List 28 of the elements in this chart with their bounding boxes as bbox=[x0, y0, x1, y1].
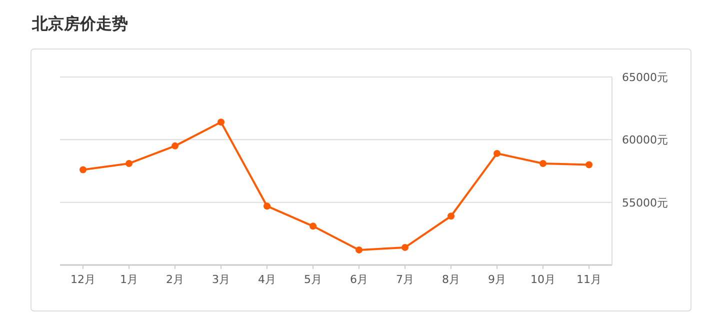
point bbox=[540, 160, 546, 167]
y-tick-label: 65000元 bbox=[622, 71, 668, 84]
x-tick-label: 7月 bbox=[396, 273, 414, 286]
chart-title: 北京房价走势 bbox=[31, 14, 128, 33]
point bbox=[310, 222, 316, 230]
x-tick-label: 11月 bbox=[576, 273, 602, 286]
y-tick-label: 60000元 bbox=[622, 134, 668, 147]
point bbox=[126, 160, 132, 167]
point bbox=[218, 118, 224, 126]
point bbox=[264, 202, 270, 210]
x-tick-label: 3月 bbox=[212, 273, 230, 286]
point bbox=[586, 161, 592, 168]
x-tick-label: 10月 bbox=[530, 273, 556, 286]
point bbox=[494, 150, 500, 157]
x-tick-label: 1月 bbox=[120, 273, 138, 286]
point bbox=[172, 142, 178, 150]
x-tick-label: 9月 bbox=[488, 273, 506, 286]
x-tick-label: 2月 bbox=[166, 273, 184, 286]
x-tick-label: 4月 bbox=[258, 273, 276, 286]
point bbox=[80, 166, 86, 174]
point bbox=[402, 244, 408, 251]
x-tick-label: 5月 bbox=[304, 273, 322, 286]
point bbox=[356, 246, 362, 254]
x-tick-label: 12月 bbox=[70, 273, 96, 286]
x-tick-label: 8月 bbox=[442, 273, 460, 286]
y-tick-label: 55000元 bbox=[622, 196, 668, 210]
x-tick-label: 6月 bbox=[350, 273, 368, 286]
point bbox=[448, 212, 454, 220]
